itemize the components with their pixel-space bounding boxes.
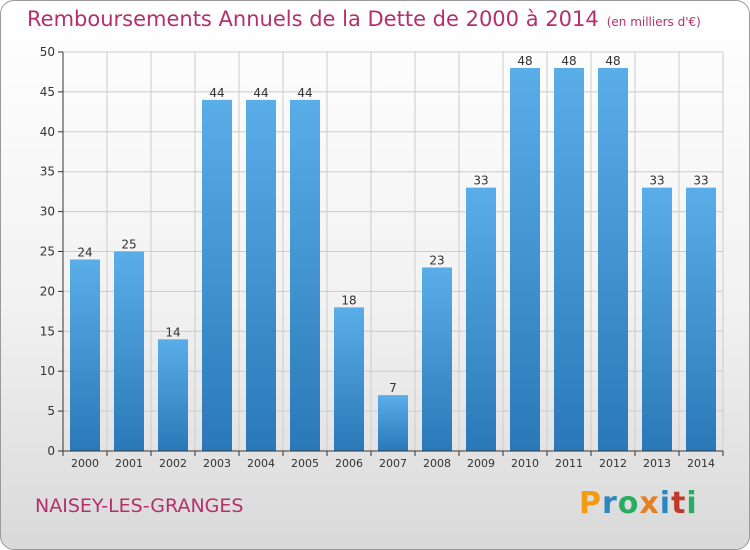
data-label-2011: 48 [561,54,576,68]
bar-2000 [70,259,100,451]
bar-2002 [158,339,188,451]
logo-letter: x [639,486,660,521]
bar-2013 [642,187,672,451]
data-label-2008: 23 [429,253,444,267]
data-label-2002: 14 [165,325,180,339]
data-label-2010: 48 [517,54,532,68]
logo-letter: t [671,486,687,521]
logo-letter: i [659,486,672,521]
x-tick-label-2005: 2005 [291,457,319,470]
data-label-2004: 44 [253,86,268,100]
y-tick-label: 0 [47,444,55,458]
logo-letter: i [686,486,698,521]
bar-2009 [466,187,496,451]
labels: 0 5 10 15 20 25 30 35 40 45 50 24 2000 25 2001 14 2002 44… [40,45,715,470]
bar-2003 [202,99,232,451]
bar-2005 [290,99,320,451]
logo-letter: r [602,486,618,521]
y-tick-label: 20 [40,284,55,298]
y-tick-label: 35 [40,165,55,179]
unit-label: (en milliers d'€) [606,15,701,29]
y-tick-label: 5 [47,404,55,418]
x-tick-label-2006: 2006 [335,457,363,470]
logo-letter: P [579,486,602,521]
y-tick-label: 15 [40,324,55,338]
bar-2007 [378,395,408,451]
x-tick-label-2007: 2007 [379,457,407,470]
y-tick-label: 25 [40,245,55,259]
bar-2010 [510,67,540,452]
data-label-2014: 33 [693,174,708,188]
bar-2014 [686,187,716,451]
x-tick-label-2004: 2004 [247,457,275,470]
commune-name: NAISEY-LES-GRANGES [35,495,244,517]
data-label-2009: 33 [473,174,488,188]
data-label-2000: 24 [77,245,92,259]
bars [70,67,716,452]
proxiti-logo: Proxiti [579,486,698,521]
axes [58,51,724,456]
bar-2008 [422,267,452,451]
x-tick-label-2012: 2012 [599,457,627,470]
y-tick-label: 30 [40,205,55,219]
y-tick-label: 10 [40,364,55,378]
x-tick-label-2000: 2000 [71,457,99,470]
y-tick-label: 50 [40,45,55,59]
x-tick-label-2002: 2002 [159,457,187,470]
chart-title: Remboursements Annuels de la Dette de 20… [27,7,701,31]
chart-title-text: Remboursements Annuels de la Dette de 20… [27,7,599,31]
x-tick-label-2001: 2001 [115,457,143,470]
data-label-2003: 44 [209,86,224,100]
x-tick-label-2010: 2010 [511,457,539,470]
logo-letter: o [617,486,640,521]
bar-2011 [554,67,584,452]
x-tick-label-2011: 2011 [555,457,583,470]
y-tick-label: 40 [40,125,55,139]
x-tick-label-2009: 2009 [467,457,495,470]
data-label-2001: 25 [121,238,136,252]
y-tick-label: 45 [40,85,55,99]
x-tick-label-2008: 2008 [423,457,451,470]
data-label-2005: 44 [297,86,312,100]
x-tick-label-2013: 2013 [643,457,671,470]
data-label-2007: 7 [389,381,397,395]
bar-2004 [246,99,276,451]
bar-2001 [114,251,144,451]
data-label-2013: 33 [649,174,664,188]
bar-2012 [598,67,628,452]
x-tick-label-2003: 2003 [203,457,231,470]
bar-2006 [334,307,364,451]
data-label-2012: 48 [605,54,620,68]
data-label-2006: 18 [341,293,356,307]
x-tick-label-2014: 2014 [687,457,715,470]
